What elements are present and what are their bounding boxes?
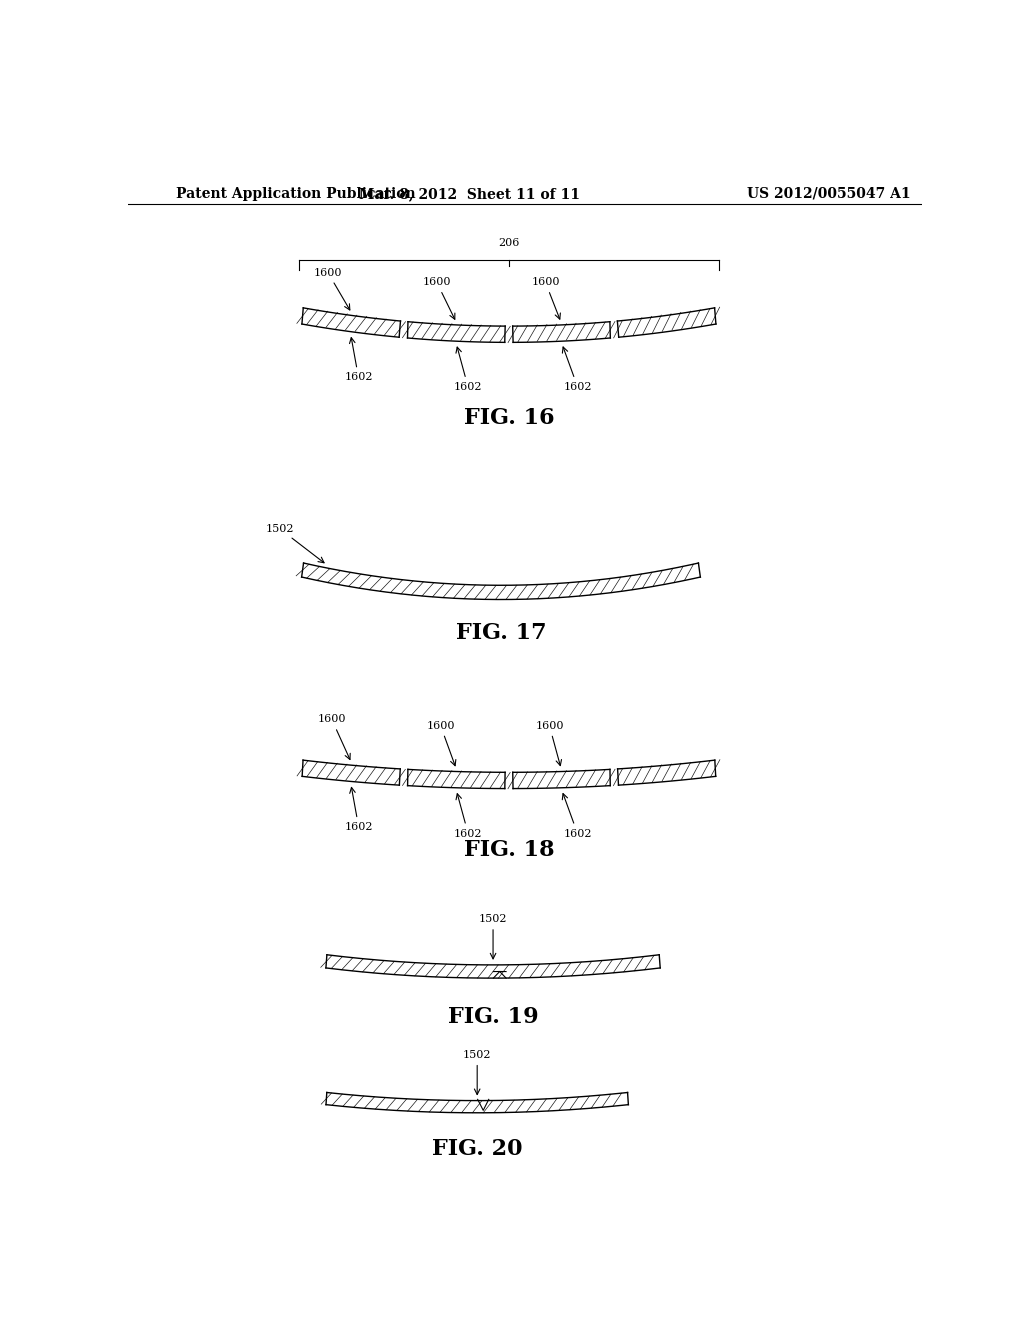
Text: FIG. 16: FIG. 16 bbox=[464, 407, 554, 429]
Text: 1602: 1602 bbox=[562, 347, 592, 392]
Polygon shape bbox=[326, 954, 660, 978]
Text: Mar. 8, 2012  Sheet 11 of 11: Mar. 8, 2012 Sheet 11 of 11 bbox=[358, 187, 580, 201]
Polygon shape bbox=[326, 1093, 629, 1113]
Polygon shape bbox=[302, 760, 400, 785]
Polygon shape bbox=[408, 322, 505, 342]
Polygon shape bbox=[513, 322, 610, 342]
Polygon shape bbox=[408, 770, 505, 788]
Text: 1602: 1602 bbox=[454, 793, 482, 838]
Text: 1602: 1602 bbox=[562, 793, 592, 838]
Text: FIG. 17: FIG. 17 bbox=[456, 622, 547, 644]
Text: 1602: 1602 bbox=[344, 338, 373, 383]
Polygon shape bbox=[513, 770, 610, 788]
Polygon shape bbox=[302, 308, 400, 337]
Text: 1600: 1600 bbox=[313, 268, 350, 310]
Text: US 2012/0055047 A1: US 2012/0055047 A1 bbox=[748, 187, 910, 201]
Text: 1600: 1600 bbox=[317, 714, 350, 759]
Text: 1502: 1502 bbox=[463, 1049, 492, 1094]
Text: 1502: 1502 bbox=[265, 524, 324, 562]
Polygon shape bbox=[302, 564, 700, 599]
Text: 1600: 1600 bbox=[536, 721, 563, 766]
Text: FIG. 19: FIG. 19 bbox=[447, 1006, 539, 1028]
Text: 1600: 1600 bbox=[531, 277, 560, 319]
Polygon shape bbox=[617, 760, 716, 785]
Text: 1600: 1600 bbox=[426, 721, 456, 766]
Text: 1602: 1602 bbox=[344, 788, 373, 832]
Text: 206: 206 bbox=[499, 238, 519, 248]
Text: FIG. 20: FIG. 20 bbox=[432, 1138, 522, 1160]
Text: Patent Application Publication: Patent Application Publication bbox=[176, 187, 416, 201]
Text: 1502: 1502 bbox=[479, 915, 507, 958]
Text: 1602: 1602 bbox=[454, 347, 482, 392]
Polygon shape bbox=[617, 308, 716, 337]
Text: 1600: 1600 bbox=[423, 277, 455, 319]
Text: FIG. 18: FIG. 18 bbox=[464, 838, 554, 861]
